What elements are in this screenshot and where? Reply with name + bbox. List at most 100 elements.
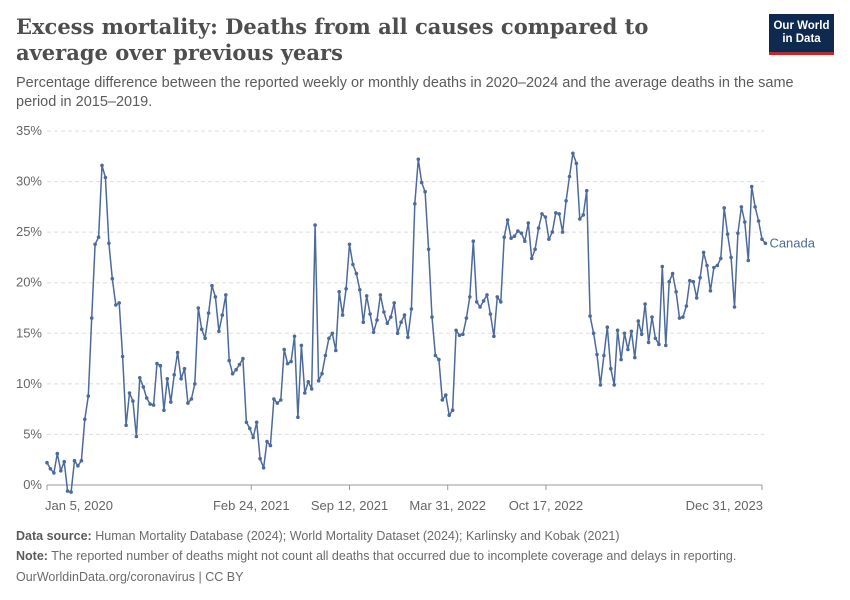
data-point[interactable]: [100, 163, 104, 168]
data-point[interactable]: [743, 220, 747, 224]
data-point[interactable]: [251, 435, 255, 440]
data-point[interactable]: [636, 319, 641, 323]
data-point[interactable]: [677, 316, 682, 320]
data-point[interactable]: [653, 336, 658, 341]
data-point[interactable]: [72, 458, 77, 463]
data-point[interactable]: [639, 332, 644, 337]
data-point[interactable]: [213, 295, 218, 299]
data-point[interactable]: [681, 315, 685, 319]
data-point[interactable]: [705, 263, 709, 268]
data-point[interactable]: [474, 300, 479, 304]
data-point[interactable]: [736, 231, 740, 235]
data-point[interactable]: [127, 391, 132, 395]
data-point[interactable]: [327, 336, 331, 341]
data-point[interactable]: [114, 303, 118, 307]
data-point[interactable]: [103, 175, 108, 180]
data-point[interactable]: [402, 313, 407, 317]
data-point[interactable]: [691, 279, 696, 284]
data-point[interactable]: [110, 276, 115, 281]
data-point[interactable]: [224, 293, 228, 297]
data-point[interactable]: [581, 213, 586, 217]
data-point[interactable]: [529, 256, 534, 261]
data-point[interactable]: [76, 464, 80, 468]
data-point[interactable]: [732, 305, 737, 309]
data-point[interactable]: [358, 288, 362, 292]
data-point[interactable]: [330, 331, 335, 336]
data-point[interactable]: [62, 459, 66, 464]
data-point[interactable]: [248, 426, 252, 431]
data-point[interactable]: [698, 275, 702, 280]
data-point[interactable]: [399, 320, 403, 324]
data-point[interactable]: [382, 310, 386, 314]
data-point[interactable]: [430, 315, 434, 319]
data-point[interactable]: [69, 490, 73, 494]
data-point[interactable]: [389, 315, 393, 319]
data-point[interactable]: [416, 157, 421, 162]
data-point[interactable]: [96, 235, 101, 239]
data-point[interactable]: [385, 321, 390, 325]
data-point[interactable]: [406, 335, 410, 340]
data-point[interactable]: [303, 391, 307, 395]
data-point[interactable]: [364, 294, 369, 298]
data-point[interactable]: [667, 279, 671, 284]
data-point[interactable]: [378, 293, 383, 297]
data-point[interactable]: [505, 218, 510, 222]
data-point[interactable]: [664, 343, 668, 348]
data-point[interactable]: [45, 460, 49, 465]
data-point[interactable]: [684, 304, 689, 308]
data-point[interactable]: [83, 417, 87, 422]
credit-link[interactable]: OurWorldinData.org/coronavirus | CC BY: [16, 570, 244, 584]
data-point[interactable]: [739, 205, 744, 209]
data-point[interactable]: [59, 469, 63, 473]
data-point[interactable]: [746, 258, 751, 263]
data-point[interactable]: [502, 235, 507, 239]
data-point[interactable]: [409, 307, 414, 311]
data-point[interactable]: [193, 382, 197, 386]
data-point[interactable]: [457, 333, 462, 338]
data-point[interactable]: [574, 161, 579, 166]
data-point[interactable]: [285, 361, 290, 366]
data-point[interactable]: [351, 262, 355, 267]
data-point[interactable]: [440, 398, 445, 402]
data-point[interactable]: [612, 383, 616, 387]
data-point[interactable]: [609, 366, 613, 371]
data-point[interactable]: [523, 239, 527, 243]
data-point[interactable]: [162, 408, 166, 413]
data-point[interactable]: [309, 387, 314, 391]
data-point[interactable]: [509, 236, 513, 240]
data-point[interactable]: [701, 250, 706, 255]
data-point[interactable]: [426, 247, 431, 252]
data-point[interactable]: [478, 305, 482, 309]
data-point[interactable]: [371, 330, 376, 335]
data-point[interactable]: [155, 361, 159, 366]
data-point[interactable]: [275, 401, 280, 405]
data-point[interactable]: [495, 295, 500, 299]
data-point[interactable]: [320, 371, 324, 376]
data-point[interactable]: [595, 352, 599, 357]
data-point[interactable]: [313, 223, 317, 227]
data-point[interactable]: [79, 458, 84, 463]
data-point[interactable]: [141, 385, 146, 389]
data-point[interactable]: [626, 347, 630, 352]
data-point[interactable]: [454, 328, 458, 333]
data-point[interactable]: [571, 151, 575, 156]
data-point[interactable]: [499, 300, 503, 304]
data-point[interactable]: [179, 377, 183, 381]
data-point[interactable]: [261, 466, 266, 470]
data-point[interactable]: [86, 394, 91, 398]
data-point[interactable]: [120, 354, 125, 359]
data-point[interactable]: [55, 451, 60, 456]
series-label[interactable]: Canada: [769, 235, 815, 250]
data-point[interactable]: [148, 402, 152, 406]
data-point[interactable]: [299, 343, 304, 348]
data-point[interactable]: [708, 289, 713, 293]
data-point[interactable]: [89, 316, 94, 320]
data-point[interactable]: [481, 299, 486, 303]
data-point[interactable]: [175, 350, 180, 355]
data-point[interactable]: [560, 230, 565, 234]
data-point[interactable]: [292, 334, 297, 339]
data-point[interactable]: [124, 423, 128, 428]
data-point[interactable]: [279, 398, 283, 402]
data-point[interactable]: [344, 287, 348, 291]
data-point[interactable]: [395, 331, 400, 336]
